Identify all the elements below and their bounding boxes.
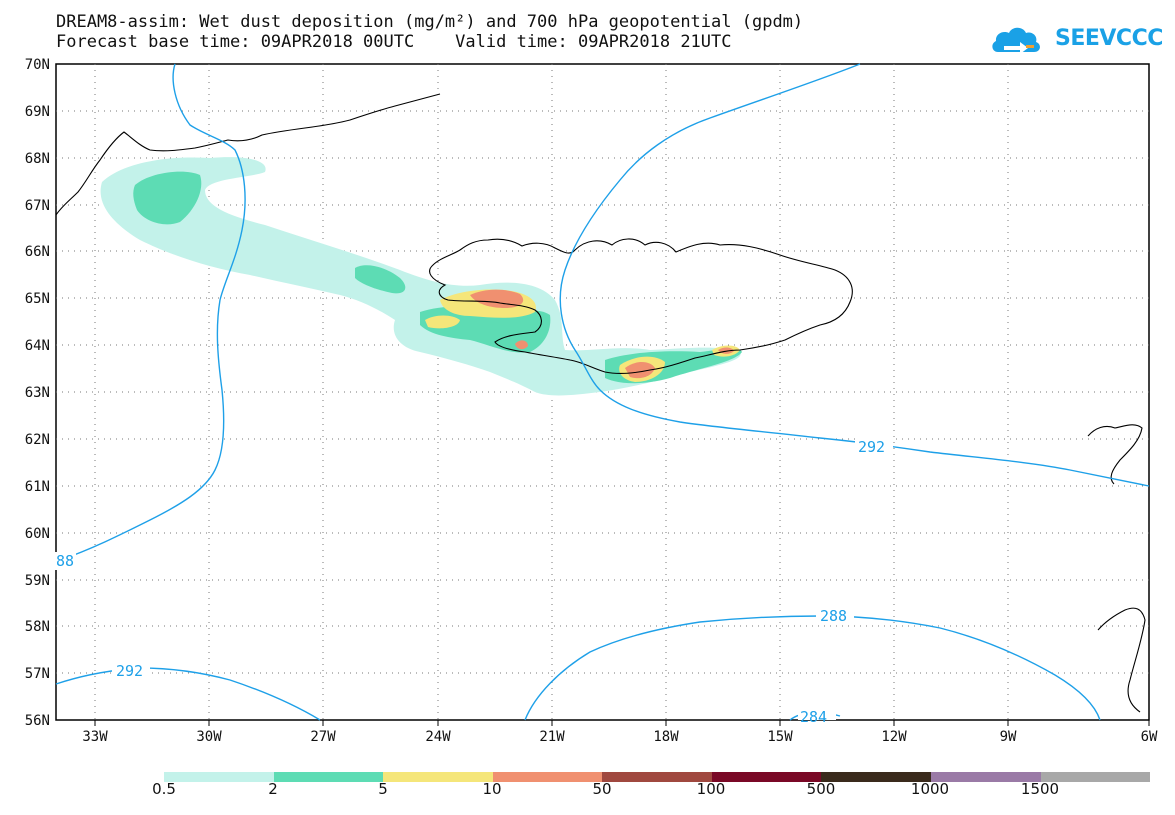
colorbar-label-10: 10 [482,780,502,798]
map-subtitle-times: Forecast base time: 09APR2018 00UTC Vali… [56,32,732,52]
colorbar-swatch-2 [383,772,493,782]
lat-label-56n: 56N [25,713,50,729]
colorbar-swatch-7 [930,772,1041,782]
lon-label-33w: 33W [82,729,108,745]
lat-label-61n: 61N [25,479,50,495]
lon-label-30w: 30W [196,729,222,745]
contour-label-288-south: 288 [820,607,847,625]
lat-label-62n: 62N [25,432,50,448]
coastlines [55,93,1146,713]
dust-level-2-a [133,171,202,225]
colorbar-label-100: 100 [696,780,726,798]
longitude-labels: 33W 30W 27W 24W 21W 18W 15W 12W 9W 6W [82,729,1158,745]
lat-label-67n: 67N [25,198,50,214]
lat-label-65n: 65N [25,291,50,307]
lat-label-58n: 58N [25,619,50,635]
contour-292-north [59,63,246,561]
lon-label-18w: 18W [653,729,679,745]
dust-level-2-b [355,265,406,294]
latitude-labels: 56N 57N 58N 59N 60N 61N 62N 63N 64N 65N … [25,57,50,729]
iceland-coastline [429,238,853,375]
lat-label-57n: 57N [25,666,50,682]
lat-label-69n: 69N [25,104,50,120]
lon-label-21w: 21W [539,729,565,745]
lat-label-70n: 70N [25,57,50,73]
colorbar-swatch-0 [164,772,274,782]
contour-label-292-east: 292 [858,438,885,456]
lon-label-6w: 6W [1141,729,1158,745]
colorbar-swatch-4 [602,772,712,782]
map-grid [56,64,1149,720]
colorbar-label-1000: 1000 [910,780,950,798]
lat-label-68n: 68N [25,151,50,167]
colorbar-label-0-5: 0.5 [152,780,176,798]
dust-level-10-a [470,289,524,308]
axis-ticks [94,720,1150,726]
colorbar-label-50: 50 [592,780,612,798]
colorbar-swatch-5 [711,772,822,782]
colorbar-label-1500: 1500 [1020,780,1060,798]
dust-level-5-b [425,315,460,329]
greenland-coastline [55,93,441,216]
colorbar-swatch-1 [273,772,384,782]
colorbar-label-500: 500 [806,780,836,798]
contour-labels: 292 88 292 288 284 [54,438,893,726]
cloud-arrow-icon [992,27,1040,54]
colorbar-swatch-6 [821,772,931,782]
contour-label-284: 284 [800,708,827,726]
colorbar-label-5: 5 [378,780,388,798]
lon-label-27w: 27W [310,729,336,745]
lat-label-63n: 63N [25,385,50,401]
lon-label-9w: 9W [1000,729,1017,745]
lat-label-60n: 60N [25,526,50,542]
dust-level-10-c [515,340,528,350]
dust-plume [100,157,742,396]
colorbar-swatch-8 [1040,772,1151,782]
contour-292-south [55,667,321,721]
seevccc-logo-text: SEEVCCC [1055,26,1163,51]
colorbar-swatch-3 [492,772,603,782]
contour-label-288-west: 88 [56,552,74,570]
lon-label-24w: 24W [425,729,451,745]
scotland-coastline [1097,607,1146,713]
lat-label-64n: 64N [25,338,50,354]
contour-label-292-south: 292 [116,662,143,680]
faroe-coastline [1087,424,1143,485]
contour-292-east [559,63,1150,487]
colorbar-label-2: 2 [268,780,278,798]
colorbar [164,772,1151,782]
lat-label-59n: 59N [25,573,50,589]
lat-label-66n: 66N [25,244,50,260]
lon-label-12w: 12W [881,729,907,745]
dust-level-10-b [625,362,655,379]
map-title: DREAM8-assim: Wet dust deposition (mg/m²… [56,12,804,32]
lon-label-15w: 15W [767,729,793,745]
